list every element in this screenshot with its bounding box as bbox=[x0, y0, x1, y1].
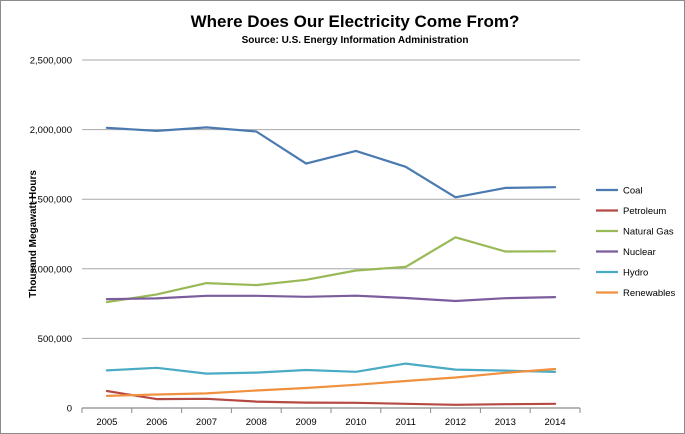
y-tick-label: 0 bbox=[67, 404, 72, 415]
series-line-petroleum bbox=[105, 389, 557, 406]
x-tick-label: 2008 bbox=[246, 417, 267, 428]
x-tick-label: 2006 bbox=[146, 417, 167, 428]
x-tick-label: 2007 bbox=[196, 417, 217, 428]
legend-label: Petroleum bbox=[623, 206, 666, 217]
series-line-renewables bbox=[105, 367, 557, 397]
y-tick-label: 1,000,000 bbox=[30, 264, 72, 275]
x-tick-label: 2009 bbox=[296, 417, 317, 428]
series-line-natural-gas bbox=[105, 236, 557, 304]
y-tick-label: 2,000,000 bbox=[30, 125, 72, 136]
series-line-coal bbox=[105, 126, 557, 199]
x-tick-label: 2005 bbox=[96, 417, 117, 428]
legend-label: Hydro bbox=[623, 268, 648, 279]
y-tick-label: 500,000 bbox=[38, 334, 72, 345]
y-tick-label: 1,500,000 bbox=[30, 195, 72, 206]
legend-label: Natural Gas bbox=[623, 227, 674, 238]
x-tick-label: 2013 bbox=[495, 417, 516, 428]
x-tick-label: 2011 bbox=[395, 417, 415, 428]
chart-subtitle: Source: U.S. Energy Information Administ… bbox=[242, 35, 469, 46]
x-tick-label: 2012 bbox=[445, 417, 466, 428]
y-tick-label: 2,500,000 bbox=[30, 56, 72, 67]
series-line-hydro bbox=[105, 362, 557, 375]
legend-label: Nuclear bbox=[623, 247, 656, 258]
x-tick-label: 2010 bbox=[345, 417, 366, 428]
x-tick-label: 2014 bbox=[545, 417, 566, 428]
legend-label: Coal bbox=[623, 186, 643, 197]
legend-label: Renewables bbox=[623, 288, 676, 299]
series-line-nuclear bbox=[105, 294, 557, 303]
chart-title: Where Does Our Electricity Come From? bbox=[191, 12, 520, 31]
y-axis-label: Thousand Megawatt Hours bbox=[28, 170, 39, 298]
